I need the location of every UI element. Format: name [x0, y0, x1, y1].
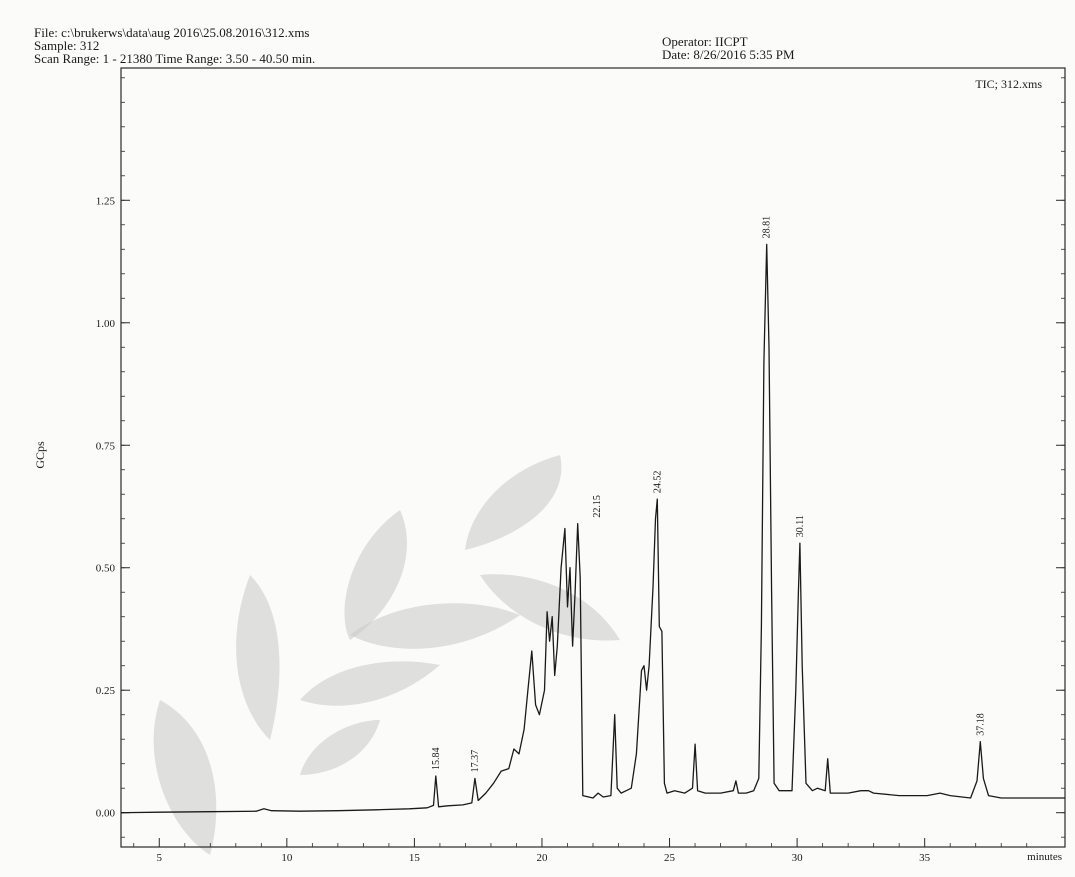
x-tick-label: 15 [409, 852, 421, 864]
peak-label: 30.11 [795, 515, 806, 537]
scan-range: Scan Range: 1 - 21380 Time Range: 3.50 -… [34, 51, 316, 66]
y-tick-label: 0.75 [96, 440, 116, 452]
peak-label: 15.84 [431, 748, 442, 771]
tic-trace-line [120, 243, 1065, 814]
peak-labels: 15.84 17.37 22.15 24.52 28.81 30.11 37.18 [431, 216, 987, 773]
operator: Operator: IICPT [662, 34, 748, 49]
x-tick-label: 30 [792, 852, 804, 864]
y-tick-label: 0.00 [96, 808, 116, 820]
peak-label: 37.18 [975, 713, 986, 736]
file-path: File: c:\brukerws\data\aug 2016\25.08.20… [34, 25, 310, 40]
y-tick-label: 1.00 [96, 318, 116, 330]
watermark-leaf-logo [153, 455, 620, 855]
peak-label: 22.15 [592, 495, 603, 518]
y-tick-label: 0.25 [96, 685, 116, 697]
y-axis: 0.00 0.25 0.50 0.75 1.00 1.25 [96, 77, 1065, 838]
sample-name: Sample: 312 [34, 38, 100, 53]
acquisition-date: Date: 8/26/2016 5:35 PM [662, 47, 795, 62]
x-tick-label: 10 [281, 852, 293, 864]
y-axis-label: GCps [33, 441, 47, 469]
x-tick-label: 25 [664, 852, 676, 864]
peak-label: 24.52 [652, 471, 663, 494]
x-axis: 5 10 15 20 25 30 35 [133, 838, 1028, 864]
x-tick-label: 35 [919, 852, 931, 864]
y-tick-label: 1.25 [96, 195, 116, 207]
peak-label: 28.81 [762, 216, 773, 239]
x-tick-label: 20 [536, 852, 548, 864]
y-tick-label: 0.50 [96, 563, 116, 575]
x-tick-label: 5 [157, 852, 163, 864]
trace-label: TIC; 312.xms [975, 77, 1042, 91]
x-axis-label: minutes [1027, 851, 1062, 863]
peak-label: 17.37 [470, 750, 481, 773]
